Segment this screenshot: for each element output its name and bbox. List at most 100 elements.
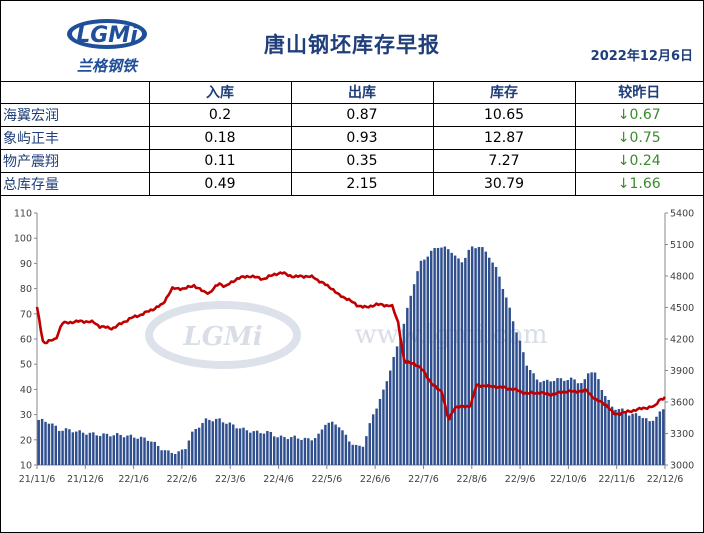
inventory-bar [518,340,522,465]
inventory-bar [658,411,662,465]
inventory-bar [252,431,255,465]
inventory-bar [563,380,566,465]
left-tick-label: 100 [14,234,32,245]
inventory-bar [88,432,92,465]
inventory-bar [610,406,614,465]
inventory-bar [638,415,641,465]
inventory-bar [174,453,177,465]
inventory-bar [57,430,61,465]
stock-value: 7.27 [432,149,576,173]
inventory-bar [617,409,621,465]
change-value: ↓0.67 [574,103,703,127]
column-header-stock: 库存 [432,81,576,104]
inventory-bar [170,452,174,465]
inventory-bar [153,441,156,465]
inventory-bar [641,418,645,465]
inventory-bar [542,380,546,465]
inventory-bar [341,430,344,465]
warehouse-name: 总库存量 [1,172,150,196]
inventory-bar [385,381,389,465]
inventory-bar [604,396,607,465]
inventory-bar [586,373,590,465]
inventory-bar [576,383,580,465]
inventory-bar [498,276,501,465]
inventory-bar [409,295,412,465]
out-value: 0.35 [290,149,434,173]
inventory-bar [54,425,57,465]
inventory-bar [303,437,307,465]
x-tick-label: 21/11/6 [19,474,56,485]
inventory-bar [109,436,112,465]
left-tick-label: 50 [20,360,32,371]
stock-value: 10.65 [432,103,576,127]
inventory-bar [371,414,375,465]
inventory-bar [443,246,447,465]
inventory-bar [348,441,351,465]
inventory-bar [255,430,259,465]
inventory-bar [133,437,136,465]
column-header-out: 出库 [290,81,434,104]
inventory-bar [187,440,191,465]
inventory-bar [238,428,242,465]
watermark-logo-text: LGMi [182,322,262,352]
right-tick-label: 4200 [670,335,694,346]
inventory-bar [105,433,109,465]
inventory-bar [327,422,331,465]
inventory-bar [546,379,549,465]
warehouse-name: 海翼宏润 [1,103,150,127]
right-tick-label: 4500 [670,303,694,314]
inventory-bar [214,418,218,465]
inventory-bar [139,436,143,465]
inventory-bar [119,434,122,465]
inventory-bar [286,439,290,465]
inventory-bar [539,382,542,465]
inventory-bar [197,427,201,465]
inventory-bar [143,437,146,465]
x-tick-label: 22/7/6 [408,474,439,485]
inventory-bar [95,435,98,465]
inventory-bar [467,249,470,465]
inventory-bar [81,432,85,465]
inventory-bar [464,257,467,465]
in-value: 0.2 [148,103,292,127]
inventory-bar [266,430,269,465]
logo-text: LGMi [76,23,138,48]
right-tick-label: 3300 [670,429,694,440]
inventory-bar [61,430,64,465]
watermark-layer: LGMi www.lgmi.com [145,301,548,369]
inventory-bar [426,256,430,465]
inventory-bar [191,431,194,465]
inventory-bar [515,332,518,465]
out-value: 2.15 [290,172,434,196]
inventory-bar [593,372,597,465]
in-value: 0.11 [148,149,292,173]
x-tick-label: 22/1/6 [118,474,149,485]
inventory-bar [621,408,624,465]
inventory-bar [600,389,604,465]
inventory-bar [184,449,187,465]
inventory-bar [580,383,583,465]
inventory-bar [276,437,279,465]
inventory-bar [375,408,378,465]
inventory-bar [351,444,354,465]
inventory-bar [102,433,105,465]
inventory-bar [290,437,293,465]
inventory-bar [78,430,81,465]
inventory-bars [37,246,665,465]
inventory-bar [64,428,68,465]
right-tick-label: 5100 [670,240,694,251]
left-tick-label: 90 [20,259,32,270]
stock-value: 12.87 [432,126,576,150]
inventory-bar [552,380,556,465]
inventory-bar [522,352,525,465]
inventory-bar [146,440,150,465]
inventory-bar [662,409,665,465]
inventory-bar [180,449,184,465]
inventory-bar [491,262,494,465]
inventory-bar [245,430,249,465]
left-tick-label: 60 [20,335,32,346]
inventory-bar [235,428,238,465]
inventory-bar [47,423,51,465]
inventory-bar [535,379,539,465]
